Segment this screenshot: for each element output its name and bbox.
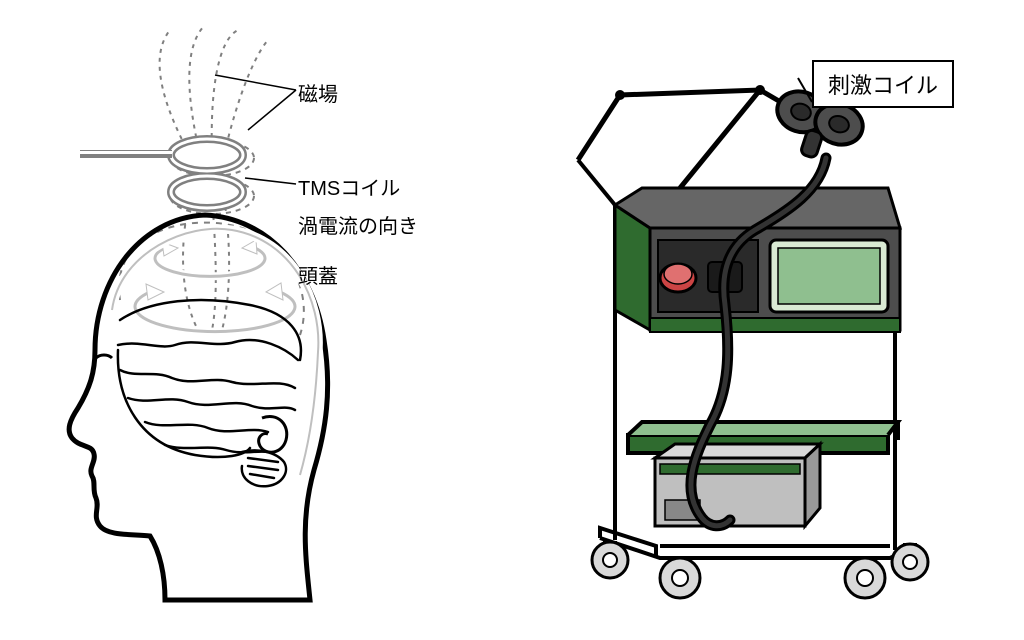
power-box (655, 444, 820, 526)
coil-arm (578, 85, 808, 188)
console (615, 188, 900, 332)
eye (96, 355, 112, 358)
label-skull: 頭蓋 (298, 260, 338, 289)
tms-coil-icon (80, 139, 243, 208)
ear (259, 417, 287, 453)
label-eddy-direction: 渦電流の向き (298, 210, 418, 239)
label-stim-coil-box: 刺激コイル (812, 60, 954, 108)
label-magnetic-field: 磁場 (298, 78, 338, 107)
left-panel (69, 25, 328, 600)
right-panel (578, 78, 928, 598)
diagram-root: 磁場 TMSコイル 渦電流の向き 頭蓋 刺激コイル (0, 0, 1024, 640)
label-tms-coil: TMSコイル (298, 172, 400, 201)
